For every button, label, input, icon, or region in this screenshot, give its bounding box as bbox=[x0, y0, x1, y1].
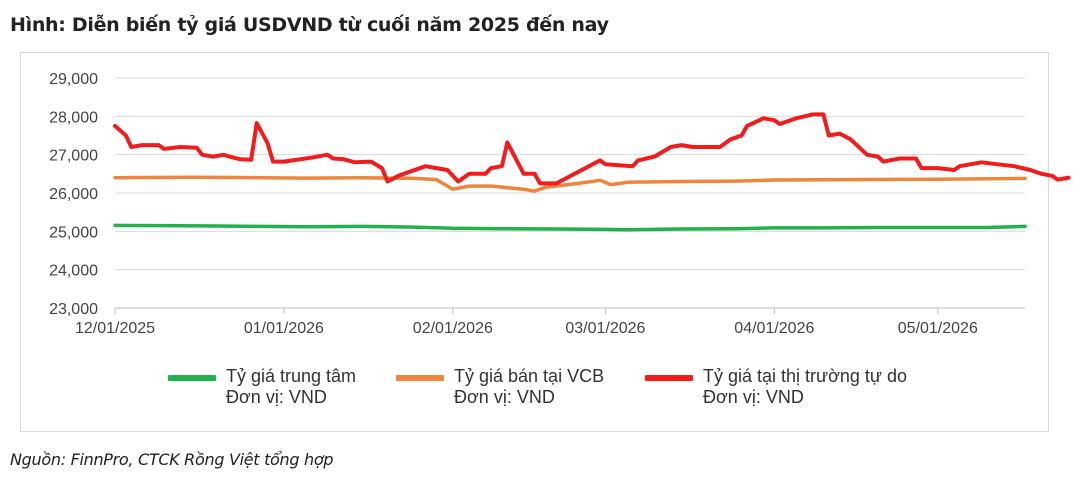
series-line-free-market-rate bbox=[113, 112, 1071, 186]
source-note: Nguồn: FinnPro, CTCK Rồng Việt tổng hợp bbox=[10, 450, 334, 469]
x-axis bbox=[114, 307, 1025, 314]
series-lines bbox=[113, 112, 1071, 232]
y-tick-label: 29,000 bbox=[49, 71, 98, 88]
x-axis-tick-labels: 12/01/2025 01/01/2026 02/01/2026 03/01/2026… bbox=[75, 320, 978, 337]
legend-label-central-rate: Tỷ giá trung tâm bbox=[226, 366, 357, 386]
legend-swatch-vcb-rate bbox=[396, 375, 444, 381]
legend-item-vcb-rate: Tỷ giá bán tại VCB Đơn vị: VND bbox=[396, 366, 604, 408]
gridlines bbox=[115, 77, 1025, 271]
y-tick-label: 25,000 bbox=[49, 224, 98, 241]
legend-label-vcb-rate: Tỷ giá bán tại VCB bbox=[454, 366, 605, 386]
y-tick-label: 23,000 bbox=[49, 301, 98, 318]
y-tick-label: 24,000 bbox=[49, 263, 98, 280]
legend-label-free-market-rate: Tỷ giá tại thị trường tự do bbox=[703, 366, 907, 386]
x-tick-label: 04/01/2026 bbox=[734, 320, 814, 337]
legend-unit-central-rate: Đơn vị: VND bbox=[226, 387, 327, 407]
series-line-vcb-rate bbox=[113, 175, 1027, 193]
y-tick-label: 26,000 bbox=[49, 186, 98, 203]
chart-frame bbox=[20, 52, 1049, 432]
y-tick-label: 28,000 bbox=[49, 109, 98, 126]
legend-unit-free-market-rate: Đơn vị: VND bbox=[703, 387, 804, 407]
legend-swatch-free-market-rate bbox=[645, 375, 693, 381]
y-axis-tick-labels: 23,000 24,000 25,000 26,000 27,000 28,000 29,0… bbox=[49, 71, 98, 318]
legend-unit-vcb-rate: Đơn vị: VND bbox=[454, 387, 555, 407]
x-tick-label: 05/01/2026 bbox=[898, 320, 978, 337]
x-tick-label: 01/01/2026 bbox=[244, 320, 324, 337]
legend-swatch-central-rate bbox=[168, 375, 216, 381]
series-line-central-rate bbox=[113, 223, 1027, 232]
legend-item-central-rate: Tỷ giá trung tâm Đơn vị: VND bbox=[168, 366, 356, 408]
chart-title: Hình: Diễn biến tỷ giá USDVND từ cuối nă… bbox=[10, 14, 609, 36]
legend-item-free-market-rate: Tỷ giá tại thị trường tự do Đơn vị: VND bbox=[645, 366, 907, 408]
y-tick-label: 27,000 bbox=[49, 148, 98, 165]
x-tick-label: 02/01/2026 bbox=[413, 320, 493, 337]
x-tick-label: 12/01/2025 bbox=[75, 320, 155, 337]
x-tick-label: 03/01/2026 bbox=[565, 320, 645, 337]
